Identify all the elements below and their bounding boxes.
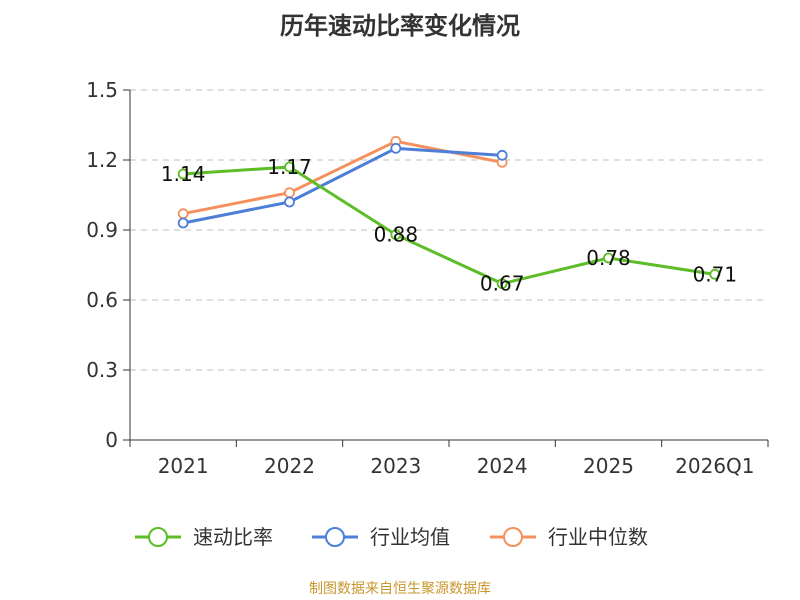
data-label: 0.78 xyxy=(586,246,631,270)
legend: 速动比率 行业均值 行业中位数 xyxy=(135,525,648,549)
data-label: 0.71 xyxy=(693,262,738,286)
y-tick-label: 0 xyxy=(105,428,118,452)
legend-label: 速动比率 xyxy=(193,525,273,549)
legend-label: 行业均值 xyxy=(370,525,450,549)
data-label: 1.17 xyxy=(267,155,312,179)
data-label: 0.67 xyxy=(480,272,525,296)
x-tick-label: 2025 xyxy=(583,454,634,478)
grid-lines xyxy=(130,89,768,371)
legend-item: 速动比率 xyxy=(135,525,273,549)
data-point xyxy=(177,168,189,180)
data-point xyxy=(390,229,402,241)
data-point xyxy=(177,217,189,229)
series-line xyxy=(183,165,716,286)
data-point xyxy=(284,196,295,208)
data-point xyxy=(496,278,508,290)
data-point xyxy=(496,149,508,161)
x-tick-label: 2024 xyxy=(477,454,528,478)
legend-label: 行业中位数 xyxy=(548,525,648,549)
x-tick-label: 2023 xyxy=(370,454,421,478)
data-point xyxy=(177,208,189,220)
y-tick-label: 0.6 xyxy=(86,288,118,312)
y-tick-label: 1.5 xyxy=(86,78,118,102)
y-tick-label: 0.3 xyxy=(86,358,118,382)
legend-marker xyxy=(148,527,168,547)
data-label: 0.88 xyxy=(374,223,419,247)
x-tick-label: 2021 xyxy=(158,454,209,478)
y-tick-label: 0.9 xyxy=(86,218,118,242)
data-point xyxy=(284,161,295,173)
legend-item: 行业中位数 xyxy=(490,525,648,549)
y-tick-label: 1.2 xyxy=(86,148,118,172)
legend-item: 行业均值 xyxy=(312,525,450,549)
data-labels: 1.14 1.17 0.88 0.67 0.78 0.71 xyxy=(161,155,737,296)
data-point xyxy=(284,187,295,199)
x-tick-label: 2026Q1 xyxy=(675,454,754,478)
chart-title: 历年速动比率变化情况 xyxy=(280,12,520,40)
series-layer xyxy=(177,135,721,290)
legend-marker xyxy=(503,527,523,547)
x-tick-label: 2022 xyxy=(264,454,315,478)
source-note: 制图数据来自恒生聚源数据库 xyxy=(309,581,491,597)
series-line xyxy=(182,146,503,225)
data-point xyxy=(603,252,614,264)
data-point xyxy=(709,268,721,280)
legend-marker xyxy=(325,527,345,547)
axes: 0 0.3 0.6 0.9 1.2 1.5 2021 2022 2023 2024 2025 2026… xyxy=(86,78,769,478)
data-point xyxy=(390,142,402,154)
data-label: 1.14 xyxy=(161,162,206,186)
